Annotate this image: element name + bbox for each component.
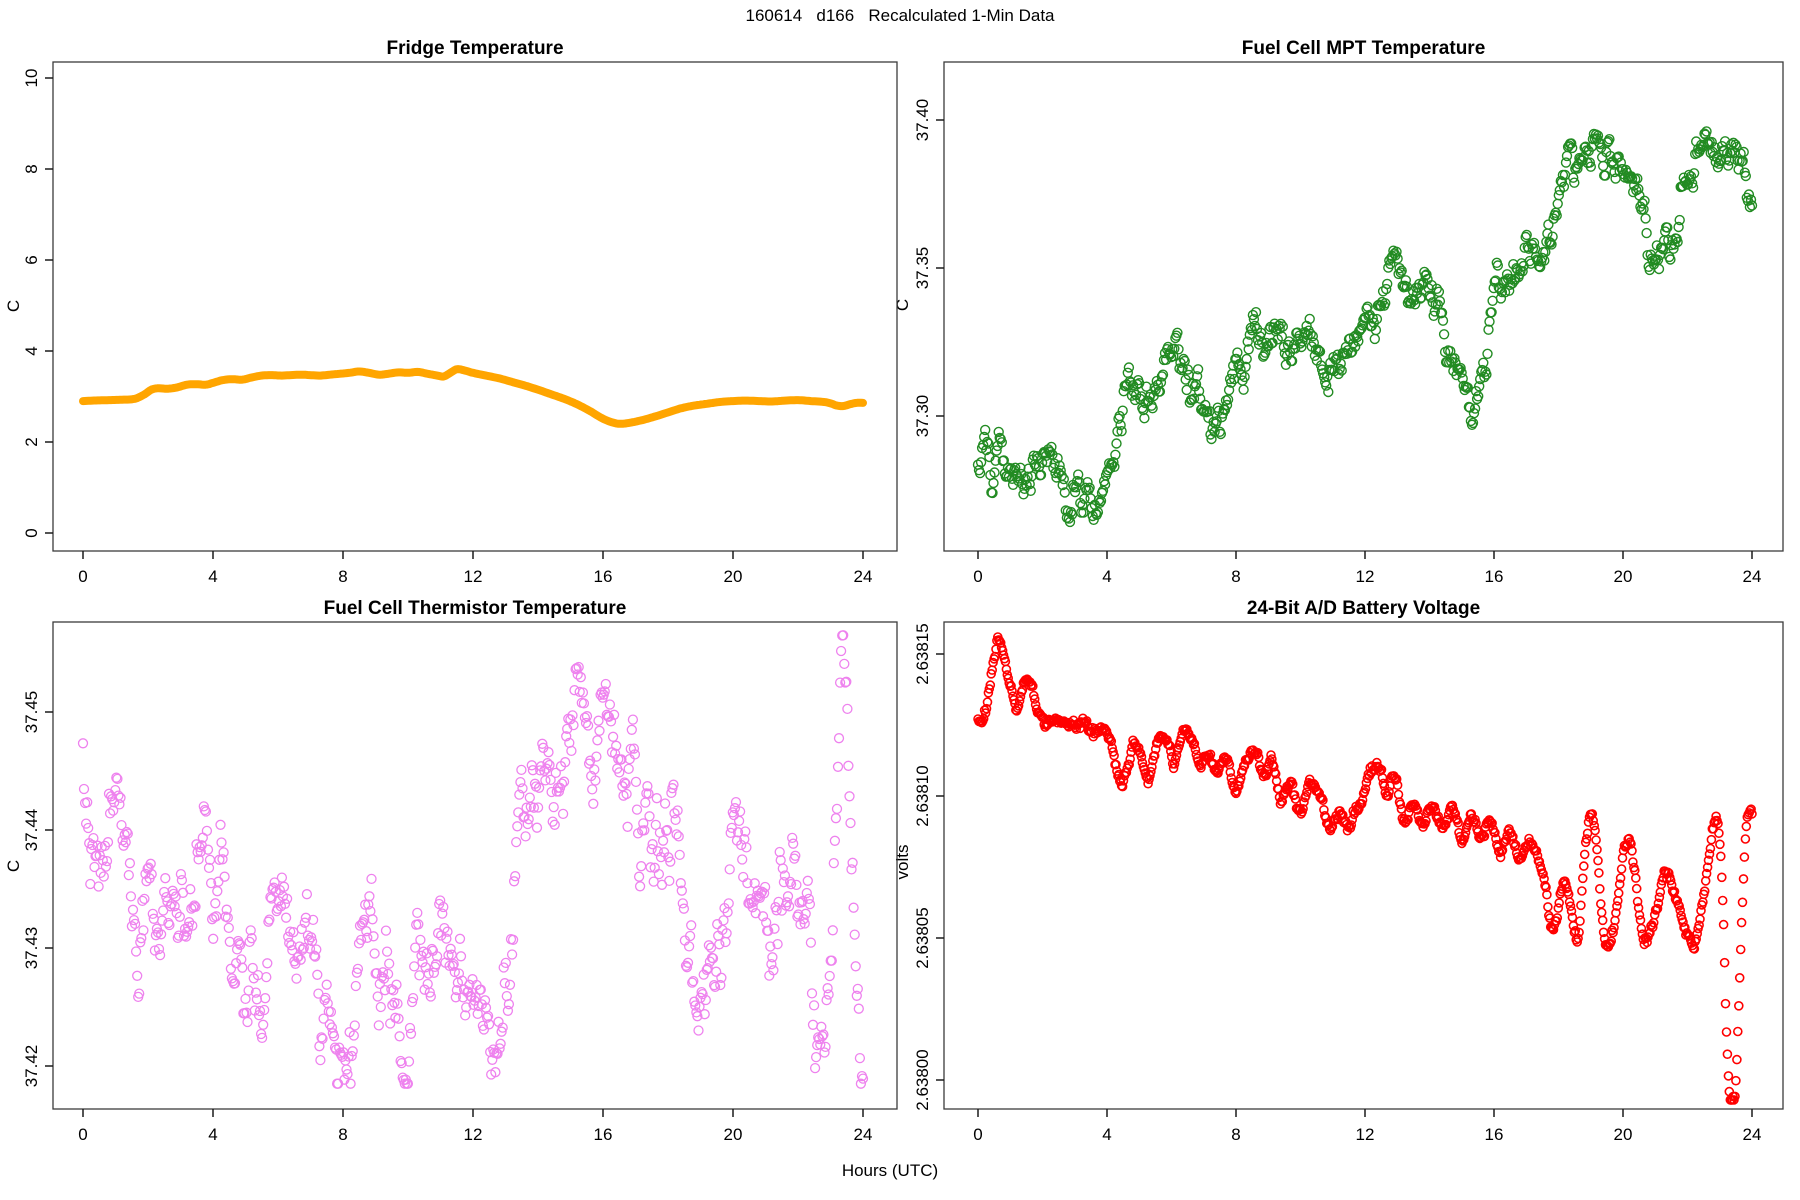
x-tick-label: 20 [1614, 1125, 1633, 1144]
x-axis-fuel-cell-mpt-temperature: 0 4 8 12 16 20 24 [973, 551, 1761, 586]
x-tick-label: 20 [724, 567, 743, 586]
plot-frame-battery-voltage [943, 621, 1784, 1110]
y-tick-label: 8 [22, 164, 41, 173]
x-tick-label: 0 [973, 567, 982, 586]
plot-frame-fuel-cell-thermistor-temperature [52, 621, 898, 1110]
panel-title-fuel-cell-thermistor-temperature: Fuel Cell Thermistor Temperature [323, 598, 627, 619]
x-tick-label: 8 [1231, 567, 1240, 586]
y-tick-label: 2.63815 [913, 623, 932, 684]
x-tick-label: 8 [338, 567, 347, 586]
panel-title-battery-voltage: 24-Bit A/D Battery Voltage [1246, 598, 1481, 619]
y-tick-label: 2.63805 [913, 907, 932, 968]
x-tick-label: 24 [1743, 1125, 1762, 1144]
plot-frame-fuel-cell-mpt-temperature [943, 61, 1784, 552]
y-axis-battery-voltage: 2.63800 2.63805 2.63810 2.63815 [913, 623, 944, 1111]
y-tick-label: 37.42 [22, 1045, 41, 1088]
y-tick-label: 0 [22, 528, 41, 537]
y-tick-label: 37.45 [22, 691, 41, 734]
x-tick-label: 24 [854, 567, 873, 586]
y-tick-label: 6 [22, 255, 41, 264]
x-tick-label: 4 [1102, 1125, 1111, 1144]
x-tick-label: 12 [1356, 1125, 1375, 1144]
series-fuel-cell-thermistor-temperature [77, 630, 869, 1089]
panel-battery-voltage: 0 4 8 12 16 20 24 2.63800 2.63805 2.63810 2.63815 [913, 621, 1784, 1144]
y-tick-label: 10 [22, 69, 41, 88]
y-tick-label: 37.44 [22, 809, 41, 852]
y-tick-label: 2.63800 [913, 1049, 932, 1110]
y-tick-label: 37.40 [913, 99, 932, 142]
x-tick-label: 0 [973, 1125, 982, 1144]
x-tick-label: 16 [594, 1125, 613, 1144]
series-fridge-temperature [79, 365, 867, 428]
x-tick-label: 4 [208, 1125, 217, 1144]
x-tick-label: 4 [208, 567, 217, 586]
x-tick-label: 8 [338, 1125, 347, 1144]
series-fuel-cell-mpt-temperature [972, 126, 1758, 528]
y-tick-label: 2.63810 [913, 765, 932, 826]
y-tick-label: 37.30 [913, 395, 932, 438]
x-tick-label: 8 [1231, 1125, 1240, 1144]
x-tick-label: 0 [78, 567, 87, 586]
x-tick-label: 12 [1356, 567, 1375, 586]
main-title: 160614 d166 Recalculated 1-Min Data [745, 6, 1055, 25]
panel-fuel-cell-thermistor-temperature: 0 4 8 12 16 20 24 37.42 37.43 37.44 37.45 [22, 621, 898, 1144]
panel-title-fuel-cell-mpt-temperature: Fuel Cell MPT Temperature [1241, 38, 1486, 59]
y-tick-label: 37.43 [22, 927, 41, 970]
x-tick-label: 20 [724, 1125, 743, 1144]
y-tick-label: 37.35 [913, 247, 932, 290]
x-axis-label: Hours (UTC) [841, 1161, 939, 1180]
y-axis-fuel-cell-thermistor-temperature: 37.42 37.43 37.44 37.45 [22, 691, 53, 1088]
panel-title-fridge-temperature: Fridge Temperature [386, 38, 564, 59]
y-axis-fuel-cell-mpt-temperature: 37.30 37.35 37.40 [913, 99, 944, 438]
y-tick-label: 4 [22, 346, 41, 355]
x-tick-label: 24 [1743, 567, 1762, 586]
x-tick-label: 12 [464, 1125, 483, 1144]
x-tick-label: 12 [464, 567, 483, 586]
x-axis-fridge-temperature: 0 4 8 12 16 20 24 [78, 551, 872, 586]
y-axis-fridge-temperature: 0 2 4 6 8 10 [22, 69, 53, 538]
x-axis-fuel-cell-thermistor-temperature: 0 4 8 12 16 20 24 [78, 1109, 872, 1144]
line-fridge-temperature [79, 365, 867, 428]
x-tick-label: 24 [854, 1125, 873, 1144]
panel-fuel-cell-mpt-temperature: 0 4 8 12 16 20 24 37.30 37.35 37.40 [913, 61, 1784, 586]
x-tick-label: 16 [1485, 567, 1504, 586]
x-tick-label: 4 [1102, 567, 1111, 586]
x-tick-label: 16 [1485, 1125, 1504, 1144]
y-tick-label: 2 [22, 437, 41, 446]
plot-frame-fridge-temperature [52, 61, 898, 552]
series-battery-voltage [973, 632, 1757, 1105]
x-axis-battery-voltage: 0 4 8 12 16 20 24 [973, 1109, 1761, 1144]
x-tick-label: 0 [78, 1125, 87, 1144]
x-tick-label: 16 [594, 567, 613, 586]
x-tick-label: 20 [1614, 567, 1633, 586]
